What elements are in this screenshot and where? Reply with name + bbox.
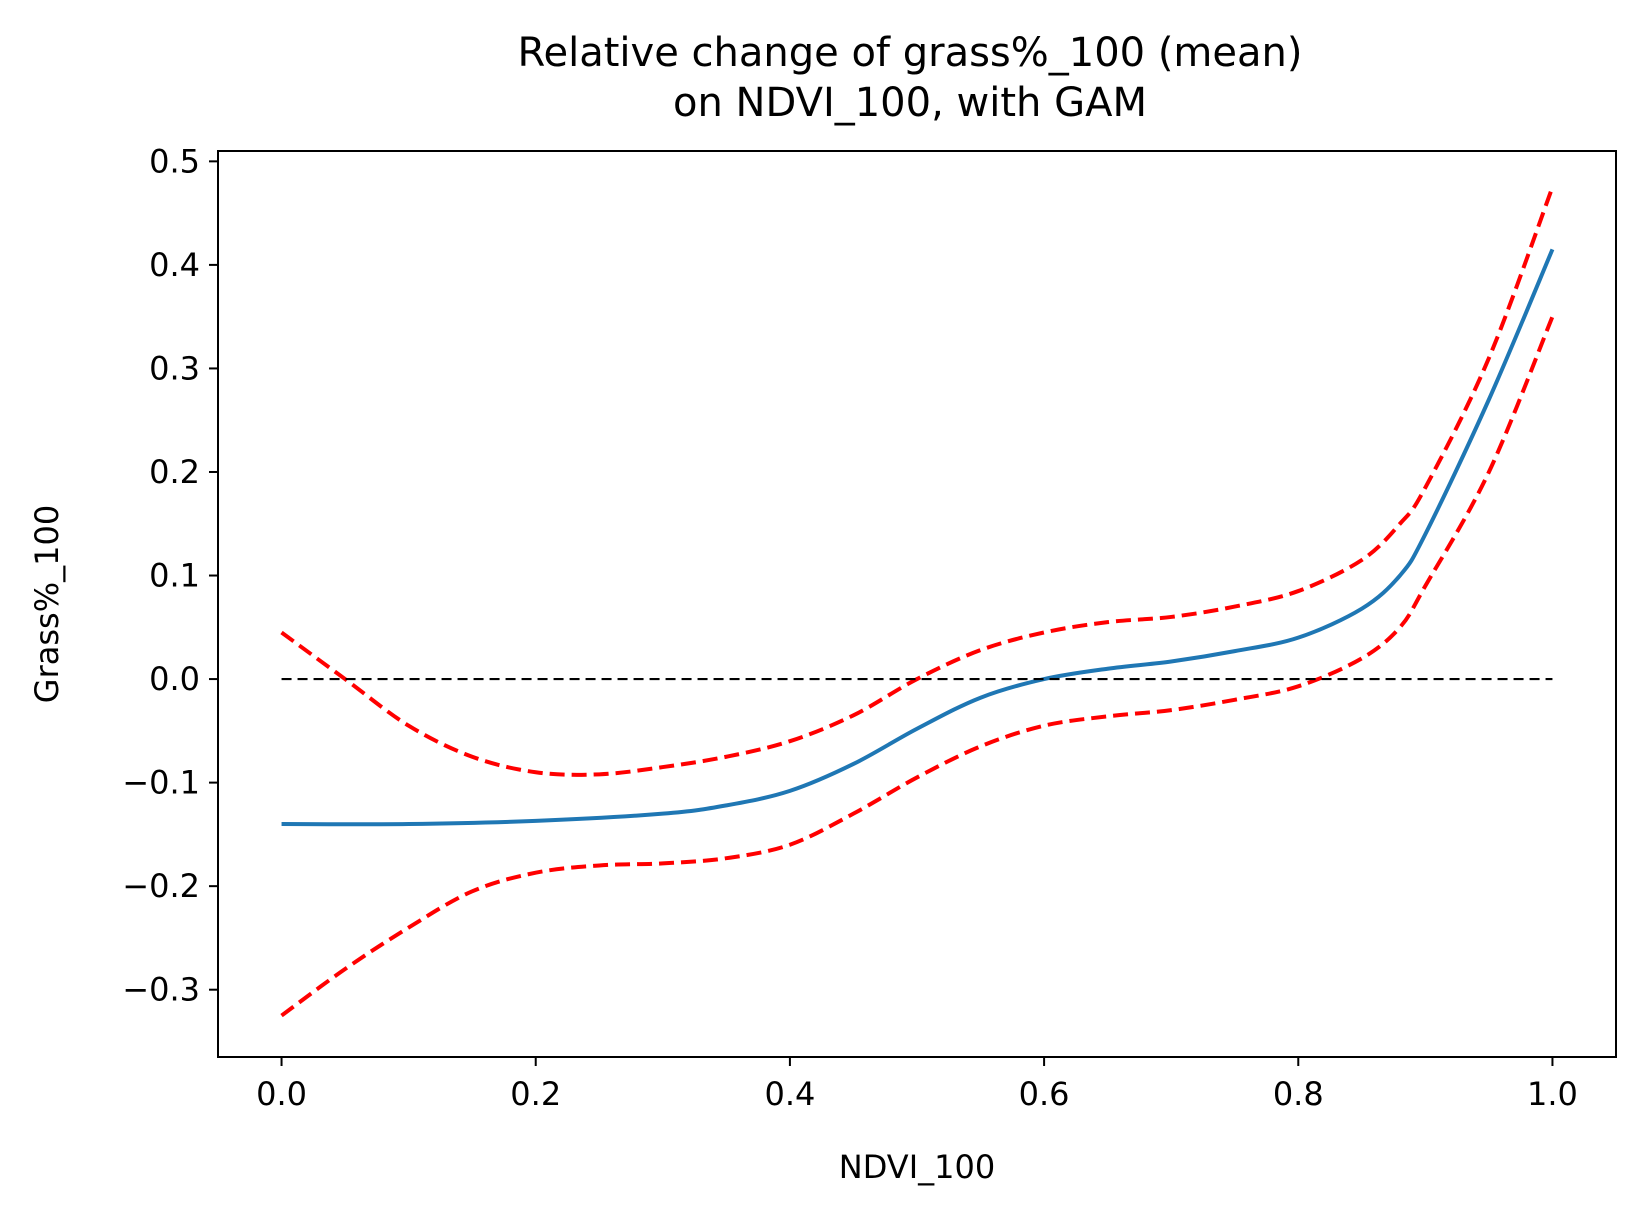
plot-lines: [280, 186, 1555, 1018]
x-tick-label: 0.4: [764, 1075, 815, 1113]
x-tick-label: 1.0: [1527, 1075, 1578, 1113]
y-tick-label: −0.3: [122, 971, 200, 1009]
x-tick-label: 0.2: [510, 1075, 561, 1113]
y-tick-label: 0.0: [149, 660, 200, 698]
y-tick-label: 0.1: [149, 557, 200, 595]
y-tick-label: 0.4: [149, 246, 200, 284]
lower-ci-line: [280, 315, 1555, 1018]
y-tick-label: −0.2: [122, 867, 200, 905]
y-axis: −0.3 −0.2 −0.1 0.0 0.1 0.2 0.3 0.4 0.5: [122, 142, 218, 1009]
x-axis: 0.0 0.2 0.4 0.6 0.8 1.0: [256, 1057, 1578, 1113]
x-tick-label: 0.0: [256, 1075, 307, 1113]
chart-title: Relative change of grass%_100 (mean): [518, 30, 1303, 76]
x-tick-label: 0.8: [1273, 1075, 1324, 1113]
x-axis-label: NDVI_100: [839, 1148, 995, 1186]
chart-subtitle: on NDVI_100, with GAM: [673, 80, 1147, 126]
x-tick-label: 0.6: [1019, 1075, 1070, 1113]
upper-ci-line: [280, 186, 1555, 777]
y-tick-label: 0.2: [149, 453, 200, 491]
y-tick-label: −0.1: [122, 764, 200, 802]
gam-fit-line: [281, 248, 1555, 827]
y-tick-label: 0.3: [149, 349, 200, 387]
plot-frame: [217, 150, 1617, 1058]
y-axis-label: Grass%_100: [28, 505, 66, 703]
y-tick-label: 0.5: [149, 142, 200, 180]
